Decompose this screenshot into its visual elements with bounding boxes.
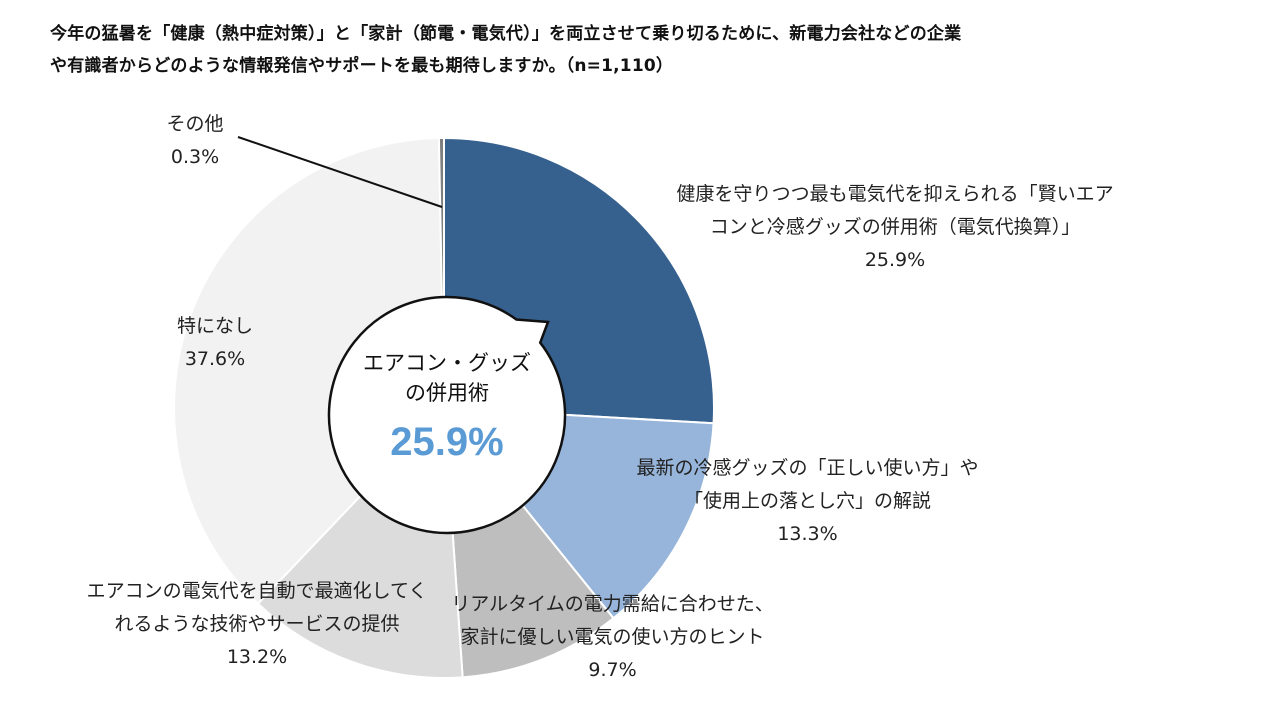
slice-label-line: その他 [166, 113, 224, 135]
slice-label-line: れるような技術やサービスの提供 [114, 613, 400, 635]
slice-pct: 13.3% [777, 523, 838, 545]
center-label-line-1: エアコン・グッズ [363, 351, 531, 375]
slice-none [173, 137, 446, 606]
slice-pct: 0.3% [170, 146, 220, 168]
slice-label-aircon-goods: 健康を守りつつ最も電気代を抑えられる「賢いエア コンと冷感グッズの併用術（電気代… [650, 178, 1140, 277]
slice-label-line: 特になし [176, 315, 253, 337]
slice-label-line: 家計に優しい電気の使い方のヒント [460, 626, 765, 648]
slice-label-line: コンと冷感グッズの併用術（電気代換算）」 [709, 216, 1081, 238]
slice-label-line: エアコンの電気代を自動で最適化してく [86, 580, 428, 602]
slice-pct: 13.2% [226, 646, 288, 668]
slice-label-auto-optimization: エアコンの電気代を自動で最適化してく れるような技術やサービスの提供 13.2% [72, 575, 442, 674]
center-label-line-2: の併用術 [405, 381, 489, 405]
slice-label-line: 最新の冷感グッズの「正しい使い方」や [636, 457, 979, 479]
chart-title: 今年の猛暑を「健康（熱中症対策）」と「家計（節電・電気代）」を両立させて乗り切る… [50, 18, 1150, 82]
slice-label-other: その他 0.3% [155, 108, 235, 174]
center-callout: エアコン・グッズ の併用術 25.9% [322, 348, 572, 472]
slice-label-line: 「使用上の落とし穴」の解説 [683, 490, 931, 512]
leader-line-other [237, 136, 443, 208]
center-value: 25.9% [390, 420, 504, 464]
title-line-1: 今年の猛暑を「健康（熱中症対策）」と「家計（節電・電気代）」を両立させて乗り切る… [50, 24, 962, 44]
slice-label-line: リアルタイムの電力需給に合わせた、 [451, 593, 774, 615]
center-speech-bubble [327, 295, 567, 535]
slice-label-line: 健康を守りつつ最も電気代を抑えられる「賢いエア [676, 183, 1114, 205]
slice-pct: 9.7% [588, 659, 637, 681]
slice-pct: 25.9% [864, 249, 926, 271]
slice-label-cooling-goods: 最新の冷感グッズの「正しい使い方」や 「使用上の落とし穴」の解説 13.3% [620, 452, 995, 551]
slice-label-none: 特になし 37.6% [165, 310, 265, 376]
slice-label-realtime-hints: リアルタイムの電力需給に合わせた、 家計に優しい電気の使い方のヒント 9.7% [440, 588, 785, 687]
title-line-2: や有識者からどのような情報発信やサポートを最も期待しますか。（n=1,110） [50, 56, 674, 76]
slice-pct: 37.6% [184, 348, 246, 370]
